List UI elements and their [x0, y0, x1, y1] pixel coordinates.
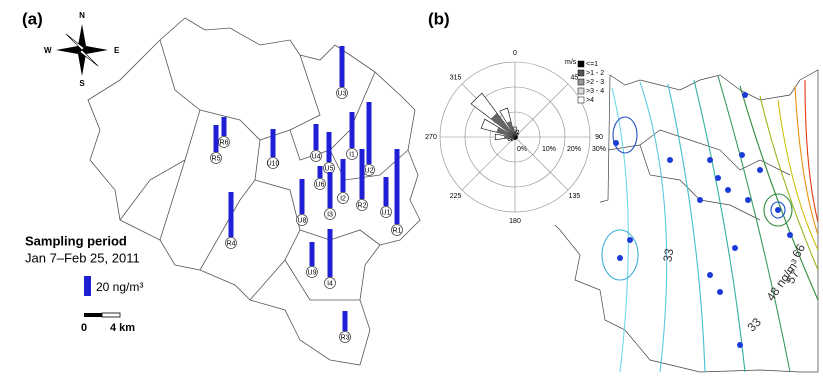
concentration-bar: [395, 149, 400, 224]
concentration-bar: [384, 177, 389, 206]
rose-angle-label: 180: [509, 218, 521, 225]
site-label: I3: [327, 211, 333, 218]
legend-label: >3 - 4: [586, 88, 604, 95]
scale-end: 4 km: [110, 322, 135, 334]
rose-angle-label: 135: [569, 193, 581, 200]
legend-label: >4: [586, 97, 594, 104]
compass-n: N: [79, 11, 85, 20]
concentration-bar: [328, 172, 333, 208]
panel-label: (a): [22, 9, 43, 28]
scale-bar: [84, 313, 120, 317]
concentration-bar: [300, 179, 305, 214]
site-label: U9: [308, 269, 317, 276]
concentration-bar: [271, 129, 276, 157]
compass-s: S: [79, 79, 85, 88]
sampling-title: Sampling period: [25, 233, 127, 248]
concentration-bar: [214, 125, 219, 152]
site-label: U2: [365, 167, 374, 174]
contour-label: 33: [660, 247, 676, 263]
concentration-bar: [350, 112, 355, 148]
concentration-bar: [314, 124, 319, 150]
concentration-bar: [367, 102, 372, 164]
rose-unit: m/s: [565, 59, 577, 66]
concentration-bar: [360, 149, 365, 199]
legend-swatch: [578, 61, 584, 67]
site-label: R1: [393, 227, 402, 234]
legend-swatch: [578, 88, 584, 94]
station-dots: [613, 92, 793, 348]
concentration-bar: [318, 166, 323, 178]
site-label: R3: [341, 334, 350, 341]
rose-ring-label: 10%: [542, 146, 556, 153]
legend-bar: [84, 276, 91, 296]
site-label: I4: [327, 280, 333, 287]
legend-label: >1 - 2: [586, 70, 604, 77]
compass-e: E: [114, 46, 120, 55]
scale-start: 0: [81, 322, 87, 334]
rose-angle-label: 315: [450, 74, 462, 81]
site-label: I1: [349, 151, 355, 158]
rose-angle-label: 90: [595, 134, 603, 141]
legend-swatch: [578, 70, 584, 76]
compass-rose: [56, 24, 108, 76]
rose-ring-label: 0%: [517, 146, 527, 153]
site-label: U1: [382, 209, 391, 216]
contour-lines: [602, 76, 818, 372]
legend-swatch: [578, 97, 584, 103]
concentration-bar: [327, 132, 332, 162]
site-label: R5: [212, 155, 221, 162]
concentration-bar: [343, 311, 348, 331]
concentration-bar: [222, 117, 227, 136]
site-label: U3: [338, 90, 347, 97]
sampling-dates: Jan 7–Feb 25, 2011: [25, 250, 140, 265]
legend-label: >2 - 3: [586, 79, 604, 86]
site-label: U4: [312, 153, 321, 160]
site-label: U10: [267, 160, 280, 167]
site-label: I2: [340, 195, 346, 202]
rose-ring-label: 20%: [567, 146, 581, 153]
site-label: R6: [220, 139, 229, 146]
site-label: R2: [358, 202, 367, 209]
concentration-bar: [341, 159, 346, 192]
legend-label: 20 ng/m³: [96, 280, 143, 294]
panel-label: (b): [428, 9, 450, 28]
site-label: U8: [298, 217, 307, 224]
contour-label: 33: [744, 315, 764, 335]
site-label: R4: [227, 240, 236, 247]
concentration-bar: [340, 46, 345, 87]
legend-swatch: [578, 79, 584, 85]
rose-ring-label: 30%: [592, 146, 606, 153]
compass-w: W: [44, 46, 52, 55]
rose-angle-label: 270: [425, 134, 437, 141]
contour-label: 66: [789, 241, 808, 260]
site-label: U5: [325, 165, 334, 172]
rose-angle-label: 225: [450, 193, 462, 200]
district-map: [88, 18, 420, 365]
concentration-bar: [328, 229, 333, 277]
rose-angle-label: 45: [570, 74, 578, 81]
site-label: U6: [316, 181, 325, 188]
concentration-bar: [310, 242, 315, 266]
rose-angle-label: 0: [513, 50, 517, 57]
concentration-bar: [229, 192, 234, 237]
legend-label: <=1: [586, 61, 598, 68]
